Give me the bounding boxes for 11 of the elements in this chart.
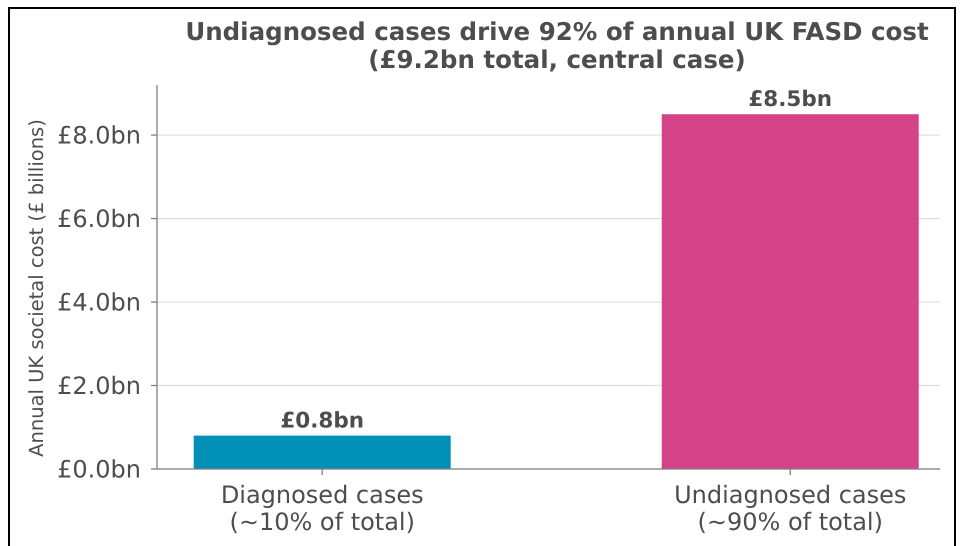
data-label: £8.5bn <box>748 87 832 112</box>
x-tick-label: Undiagnosed cases (~90% of total) <box>674 481 906 536</box>
y-tick-label: £6.0bn <box>57 204 141 233</box>
x-tick-label: Diagnosed cases (~10% of total) <box>220 481 424 536</box>
y-tick-label: £4.0bn <box>57 288 141 316</box>
y-tick-label: £0.0bn <box>57 455 141 484</box>
y-axis-title: Annual UK societal cost (£ billions) <box>25 119 48 457</box>
chart-title: Undiagnosed cases drive 92% of annual UK FASD cost (£9.2bn total, central case) <box>185 17 929 74</box>
y-tick-label: £2.0bn <box>57 372 141 400</box>
data-label: £0.8bn <box>280 408 364 434</box>
y-tick-label: £8.0bn <box>57 121 141 150</box>
